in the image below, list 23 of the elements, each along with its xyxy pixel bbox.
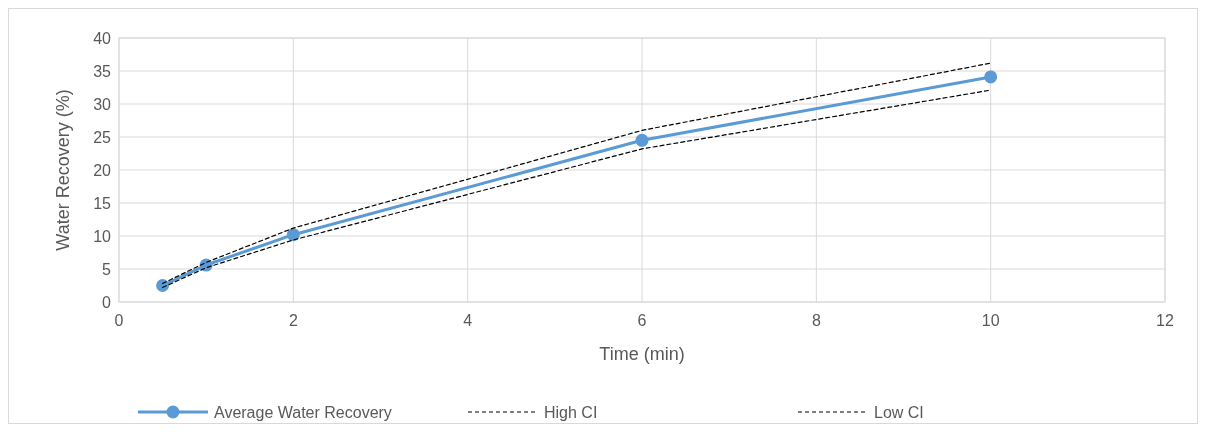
y-tick-label: 25 — [93, 128, 112, 146]
legend-label: Low CI — [874, 403, 924, 421]
legend-label: Average Water Recovery — [214, 403, 392, 421]
y-tick-label: 40 — [93, 29, 112, 47]
x-tick-label: 12 — [1156, 312, 1174, 329]
point — [635, 133, 649, 147]
y-axis-title: Water Recovery (%) — [53, 89, 73, 251]
x-tick-label: 6 — [637, 312, 647, 329]
x-tick-label: 2 — [288, 312, 298, 329]
x-tick-label: 8 — [811, 312, 821, 329]
x-tick-label: 4 — [463, 312, 473, 329]
x-tick-label: 0 — [114, 312, 124, 329]
y-tick-label: 0 — [102, 293, 112, 311]
legend-label: High CI — [544, 403, 598, 421]
y-tick-label: 35 — [93, 62, 112, 80]
y-tick-label: 15 — [93, 194, 112, 212]
point — [984, 70, 998, 84]
y-tick-label: 10 — [93, 227, 112, 245]
y-tick-label: 20 — [93, 161, 112, 179]
y-tick-label: 30 — [93, 95, 112, 113]
y-tick-label: 5 — [102, 260, 112, 278]
x-tick-label: 10 — [981, 312, 1000, 329]
x-axis-title: Time (min) — [599, 344, 685, 364]
